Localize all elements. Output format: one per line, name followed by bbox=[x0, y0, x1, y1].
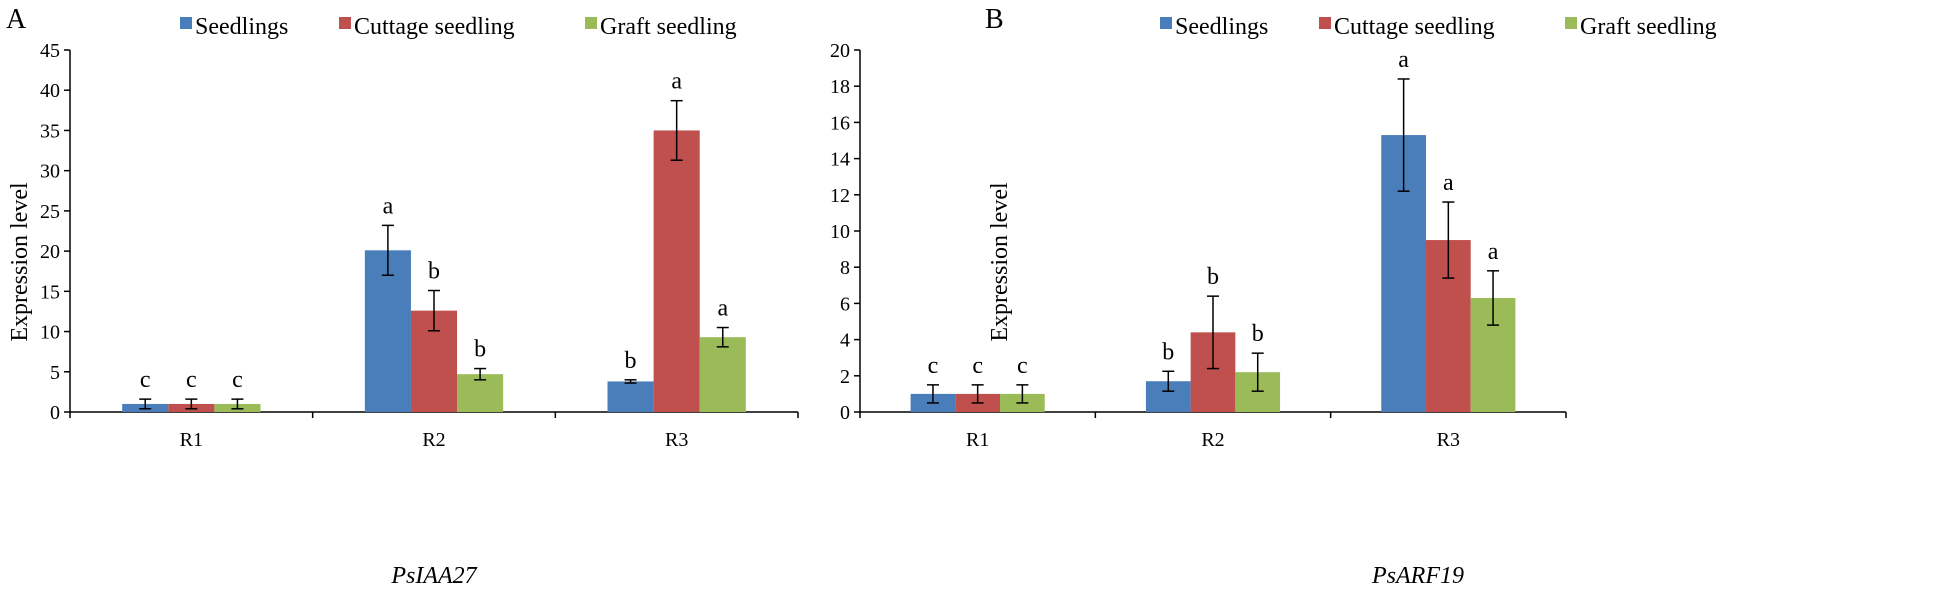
significance-letter-cuttage-r3: a bbox=[1443, 170, 1454, 196]
y-tick-label: 25 bbox=[40, 201, 60, 223]
y-tick-label: 14 bbox=[830, 149, 850, 171]
significance-letter-seedlings-r1: c bbox=[928, 353, 939, 379]
significance-letter-graft-r1: c bbox=[1017, 353, 1028, 379]
significance-letter-cuttage-r3: a bbox=[671, 69, 682, 95]
y-axis-title-b: Expression level bbox=[987, 182, 1013, 342]
legend-label-seedlings: Seedlings bbox=[195, 14, 288, 40]
y-tick-label: 18 bbox=[830, 76, 850, 98]
y-tick-label: 0 bbox=[840, 402, 850, 424]
panel-label-a: A bbox=[6, 4, 27, 35]
significance-letter-cuttage-r1: c bbox=[186, 367, 197, 393]
y-tick-label: 16 bbox=[830, 112, 850, 134]
plot-area-b: 0 2 4 6 8 10 12 14 16 18 20 R1 c c c R2 b b b R3 a a a bbox=[830, 40, 1567, 451]
significance-letter-graft-r3: a bbox=[1488, 239, 1499, 265]
significance-letter-seedlings-r2: b bbox=[1162, 339, 1174, 365]
y-tick-label: 4 bbox=[840, 330, 850, 352]
y-tick-label: 20 bbox=[40, 241, 60, 263]
y-tick-label: 2 bbox=[840, 366, 850, 388]
legend-label-cuttage: Cuttage seedling bbox=[1334, 14, 1495, 40]
x-tick-label-r2: R2 bbox=[422, 429, 445, 451]
legend-swatch-graft bbox=[1565, 17, 1577, 29]
significance-letter-graft-r2: b bbox=[1252, 321, 1264, 347]
y-tick-label: 8 bbox=[840, 257, 850, 279]
x-axis-title-b: PsARF19 bbox=[1371, 563, 1464, 589]
significance-letter-cuttage-r1: c bbox=[972, 353, 983, 379]
y-tick-label: 6 bbox=[840, 293, 850, 315]
significance-letter-cuttage-r2: b bbox=[1207, 264, 1219, 290]
bar-cuttage-r3 bbox=[653, 130, 700, 412]
panel-a: A Seedlings Cuttage seedling Graft seedl… bbox=[6, 4, 799, 589]
significance-letter-graft-r2: b bbox=[474, 337, 486, 363]
legend-swatch-cuttage bbox=[1319, 17, 1331, 29]
y-tick-label: 15 bbox=[40, 281, 60, 303]
y-tick-label: 45 bbox=[40, 40, 60, 62]
significance-letter-seedlings-r2: a bbox=[383, 193, 394, 219]
y-tick-label: 20 bbox=[830, 40, 850, 62]
legend-label-seedlings: Seedlings bbox=[1175, 14, 1268, 40]
y-tick-label: 30 bbox=[40, 161, 60, 183]
panel-b: B Seedlings Cuttage seedling Graft seedl… bbox=[830, 4, 1717, 589]
x-tick-label-r1: R1 bbox=[966, 429, 989, 451]
y-axis-title-a: Expression level bbox=[7, 182, 33, 342]
legend-swatch-seedlings bbox=[180, 17, 192, 29]
y-tick-label: 10 bbox=[40, 322, 60, 344]
x-tick-label-r3: R3 bbox=[665, 429, 688, 451]
significance-letter-seedlings-r3: a bbox=[1398, 47, 1409, 73]
legend-swatch-cuttage bbox=[339, 17, 351, 29]
significance-letter-cuttage-r2: b bbox=[428, 259, 440, 285]
x-axis-title-a: PsIAA27 bbox=[390, 563, 477, 589]
x-tick-label-r3: R3 bbox=[1437, 429, 1460, 451]
significance-letter-seedlings-r3: b bbox=[625, 348, 637, 374]
legend-label-graft: Graft seedling bbox=[1580, 14, 1717, 40]
bar-seedlings-r2 bbox=[364, 250, 411, 412]
legend-swatch-seedlings bbox=[1160, 17, 1172, 29]
panel-label-b: B bbox=[985, 4, 1004, 35]
y-tick-label: 35 bbox=[40, 120, 60, 142]
y-tick-label: 10 bbox=[830, 221, 850, 243]
significance-letter-graft-r3: a bbox=[717, 296, 728, 322]
y-tick-label: 12 bbox=[830, 185, 850, 207]
legend-b: Seedlings Cuttage seedling Graft seedlin… bbox=[1160, 14, 1717, 40]
y-tick-label: 5 bbox=[50, 362, 60, 384]
x-tick-label-r2: R2 bbox=[1201, 429, 1224, 451]
bar-seedlings-r3 bbox=[607, 381, 654, 412]
significance-letter-seedlings-r1: c bbox=[140, 367, 151, 393]
legend-label-graft: Graft seedling bbox=[600, 14, 737, 40]
legend-label-cuttage: Cuttage seedling bbox=[354, 14, 515, 40]
legend-a: Seedlings Cuttage seedling Graft seedlin… bbox=[180, 14, 737, 40]
bar-graft-r3 bbox=[699, 337, 746, 412]
y-tick-label: 0 bbox=[50, 402, 60, 424]
significance-letter-graft-r1: c bbox=[232, 367, 243, 393]
y-tick-label: 40 bbox=[40, 80, 60, 102]
x-tick-label-r1: R1 bbox=[180, 429, 203, 451]
legend-swatch-graft bbox=[585, 17, 597, 29]
plot-area-a: 0 5 10 15 20 25 30 35 40 45 R1 c c c R2 a b b R3 b a a bbox=[40, 40, 799, 451]
